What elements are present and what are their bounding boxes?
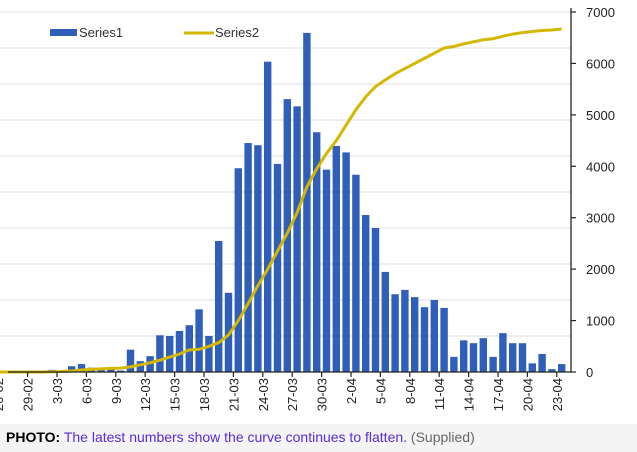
bar-21-04 <box>538 354 546 372</box>
bar-9-03 <box>117 370 125 372</box>
bar-1-04 <box>342 152 350 372</box>
y-tick-label: 2000 <box>586 262 615 277</box>
x-tick-label: 9-03 <box>109 378 124 404</box>
x-tick-label: 5-04 <box>373 378 388 404</box>
bar-15-04 <box>479 338 487 372</box>
bar-31-03 <box>332 145 340 372</box>
bar-28-03 <box>303 32 311 372</box>
x-tick-label: 3-03 <box>50 378 65 404</box>
legend-label-series2: Series2 <box>215 25 259 40</box>
bar-11-04 <box>440 307 448 372</box>
y-tick-label: 5000 <box>586 108 615 123</box>
bar-10-03 <box>126 349 135 372</box>
y-tick-label: 3000 <box>586 211 615 226</box>
bar-24-03 <box>264 61 272 373</box>
x-tick-label: 12-03 <box>138 378 153 411</box>
x-tick-label: 17-04 <box>491 378 506 411</box>
bar-8-03 <box>107 369 115 372</box>
x-tick-label: 6-03 <box>79 378 94 404</box>
x-tick-label: 8-04 <box>403 378 418 404</box>
bar-21-03 <box>234 168 242 372</box>
caption-label: PHOTO: <box>6 429 61 445</box>
bar-4-03 <box>68 366 76 372</box>
x-tick-label: 18-03 <box>197 378 212 411</box>
bar-17-03 <box>195 309 203 372</box>
bar-6-04 <box>391 294 399 372</box>
bar-22-03 <box>244 143 252 372</box>
bar-8-04 <box>411 297 419 372</box>
legend: Series1 Series2 <box>50 25 259 40</box>
caption-text: The latest numbers show the curve contin… <box>63 429 408 445</box>
legend-swatch-series1 <box>50 29 77 36</box>
y-tick-label: 7000 <box>586 5 615 20</box>
bar-25-03 <box>273 163 282 372</box>
legend-label-series1: Series1 <box>79 25 123 40</box>
bar-12-04 <box>450 356 458 372</box>
x-tick-label: 24-03 <box>256 378 271 411</box>
right-y-axis-ticks: 0 1000 2000 3000 4000 5000 6000 7000 <box>571 5 615 380</box>
photo-caption: PHOTO: The latest numbers show the curve… <box>0 424 637 452</box>
bar-4-04 <box>371 228 380 372</box>
y-tick-label: 6000 <box>586 56 615 71</box>
bar-27-03 <box>293 106 301 372</box>
x-tick-label: 21-03 <box>226 378 241 411</box>
bar-11-03 <box>136 361 144 372</box>
bar-23-04 <box>558 364 566 372</box>
bar-15-03 <box>175 330 184 372</box>
series2-line <box>0 27 562 374</box>
bar-13-03 <box>156 335 164 372</box>
x-tick-label: 30-03 <box>315 378 330 411</box>
x-tick-label: 23-04 <box>550 378 565 411</box>
bar-22-04 <box>548 369 556 372</box>
bar-18-03 <box>205 336 213 372</box>
bar-5-03 <box>77 364 86 372</box>
chart: 26-02 29-02 3-03 6-03 9-03 12-03 15-03 18-03 21-… <box>0 5 615 412</box>
bar-18-04 <box>509 343 517 372</box>
bar-7-04 <box>401 289 409 372</box>
bar-30-03 <box>322 169 331 372</box>
bar-14-03 <box>166 336 174 372</box>
bar-10-04 <box>430 300 438 372</box>
x-tick-label: 27-03 <box>285 378 300 411</box>
bar-13-04 <box>460 340 468 372</box>
bar-23-03 <box>254 145 262 372</box>
x-tick-label: 15-03 <box>168 378 183 411</box>
bar-20-04 <box>528 363 536 372</box>
bar-29-03 <box>313 132 321 372</box>
bar-9-04 <box>420 307 429 372</box>
bar-14-04 <box>469 343 478 372</box>
x-tick-label: 11-04 <box>432 378 447 410</box>
y-tick-label: 0 <box>586 365 593 380</box>
x-tick-label: 26-02 <box>0 378 6 411</box>
bar-3-04 <box>362 215 370 372</box>
bar-17-04 <box>499 333 507 372</box>
y-tick-label: 1000 <box>586 314 615 329</box>
x-tick-label: 2-04 <box>344 378 359 404</box>
bar-19-03 <box>215 240 223 372</box>
caption-credit: (Supplied) <box>410 429 475 445</box>
x-tick-label: 29-02 <box>21 378 36 411</box>
bar-2-04 <box>352 174 360 372</box>
x-axis-ticks: 26-02 29-02 3-03 6-03 9-03 12-03 15-03 18-03 21-… <box>0 372 565 411</box>
x-tick-label: 20-04 <box>520 378 535 411</box>
series1-bars <box>48 32 566 373</box>
y-tick-label: 4000 <box>586 159 615 174</box>
bar-19-04 <box>518 343 527 372</box>
bar-16-04 <box>489 356 497 372</box>
x-tick-label: 14-04 <box>462 378 477 411</box>
bar-5-04 <box>381 271 389 372</box>
